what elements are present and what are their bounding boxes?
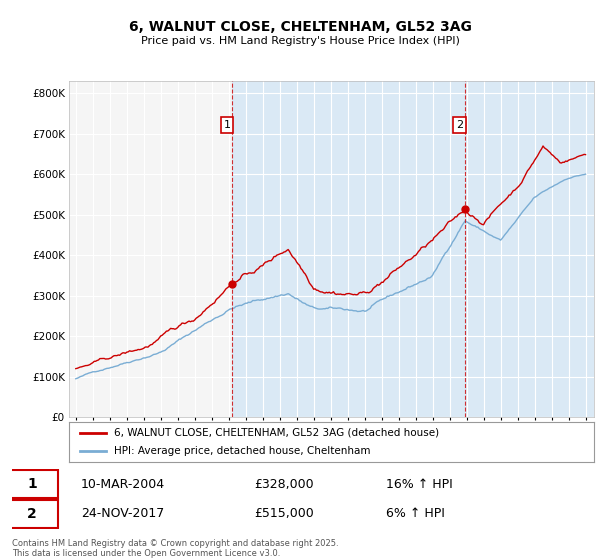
- Text: 6, WALNUT CLOSE, CHELTENHAM, GL52 3AG: 6, WALNUT CLOSE, CHELTENHAM, GL52 3AG: [128, 20, 472, 34]
- Bar: [465, 81, 594, 417]
- Text: £328,000: £328,000: [254, 478, 314, 491]
- Text: Contains HM Land Registry data © Crown copyright and database right 2025.
This d: Contains HM Land Registry data © Crown c…: [12, 539, 338, 558]
- Text: 2: 2: [456, 120, 463, 130]
- Text: Price paid vs. HM Land Registry's House Price Index (HPI): Price paid vs. HM Land Registry's House …: [140, 36, 460, 46]
- Text: 6% ↑ HPI: 6% ↑ HPI: [386, 507, 445, 520]
- Text: 1: 1: [223, 120, 230, 130]
- Text: 1: 1: [27, 477, 37, 491]
- Text: 24-NOV-2017: 24-NOV-2017: [81, 507, 164, 520]
- Text: 2: 2: [27, 507, 37, 521]
- FancyBboxPatch shape: [6, 500, 58, 528]
- Text: HPI: Average price, detached house, Cheltenham: HPI: Average price, detached house, Chel…: [113, 446, 370, 456]
- Bar: [232, 81, 465, 417]
- FancyBboxPatch shape: [6, 470, 58, 498]
- Text: 10-MAR-2004: 10-MAR-2004: [81, 478, 165, 491]
- Text: £515,000: £515,000: [254, 507, 314, 520]
- Text: 6, WALNUT CLOSE, CHELTENHAM, GL52 3AG (detached house): 6, WALNUT CLOSE, CHELTENHAM, GL52 3AG (d…: [113, 428, 439, 437]
- Text: 16% ↑ HPI: 16% ↑ HPI: [386, 478, 453, 491]
